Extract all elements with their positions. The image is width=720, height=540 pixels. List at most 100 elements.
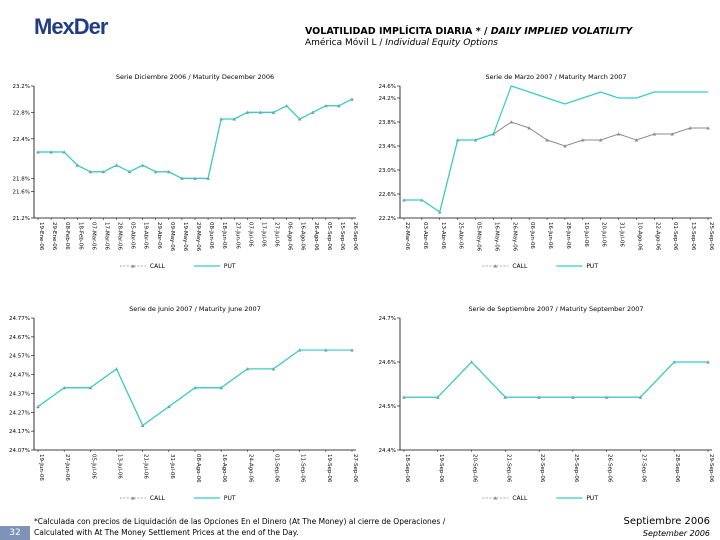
x-tick-label: 07-Mar-06 [90, 222, 96, 250]
x-tick-label: 27-Sep-06 [640, 454, 646, 483]
x-tick-label: 18-Feb-06 [77, 222, 83, 250]
x-tick-label: 26-May-06 [511, 222, 517, 252]
x-tick-label: 22-Mar-06 [404, 222, 410, 250]
x-tick-label: 26-Sep-06 [352, 222, 358, 251]
x-tick-label: 21-Sep-06 [505, 454, 511, 483]
x-tick-label: 17-Mar-06 [103, 222, 109, 250]
chart-title: Serie de Junio 2007 / Maturity June 2007 [129, 305, 261, 313]
title-es: VOLATILIDAD IMPLÍCITA DIARIA * / [305, 26, 491, 37]
data-point-call [706, 126, 710, 130]
chart-june-2007: Serie de Junio 2007 / Maturity June 2007… [9, 305, 358, 502]
x-tick-label: 27-Sep-06 [352, 454, 358, 483]
y-tick-label: 24.77% [9, 316, 30, 322]
data-point-call [527, 126, 531, 130]
x-tick-label: 27-Jun-06 [64, 454, 70, 481]
x-tick-label: 19-May-06 [182, 222, 188, 252]
x-tick-label: 19-Sep-06 [438, 454, 444, 483]
x-tick-label: 13-Abr-06 [440, 222, 446, 250]
data-point-call [598, 138, 603, 142]
y-tick-label: 24.67% [9, 335, 30, 341]
subtitle-es: América Móvil L / [305, 38, 386, 48]
y-tick-label: 24.17% [9, 429, 30, 435]
x-tick-label: 31-Jul-06 [169, 454, 175, 479]
legend-call-label: CALL [512, 495, 528, 502]
x-tick-label: 28-Sep-06 [674, 454, 680, 483]
x-tick-label: 20-Jul-06 [601, 222, 607, 247]
y-tick-label: 24.2% [379, 96, 396, 102]
x-tick-label: 16-Ago-06 [300, 222, 306, 251]
x-tick-label: 03-Abr-06 [422, 222, 428, 250]
x-tick-label: 06-Ago-06 [287, 222, 293, 251]
y-tick-label: 22.4% [13, 137, 30, 143]
x-tick-label: 27-Jun-06 [234, 222, 240, 249]
x-tick-label: 19-Jun-06 [38, 454, 44, 481]
x-tick-label: 26-Sep-06 [607, 454, 613, 483]
x-tick-label: 19-Abr-06 [143, 222, 149, 250]
x-tick-label: 22-Ago-06 [654, 222, 660, 251]
date-en: September 2006 [642, 529, 710, 538]
date-es: Septiembre 2006 [623, 516, 710, 527]
x-tick-label: 27-Jul-06 [274, 222, 280, 247]
legend-call-marker [130, 496, 135, 500]
page-subtitle: América Móvil L / Individual Equity Opti… [305, 38, 498, 48]
x-tick-label: 10-Jul-06 [583, 222, 589, 247]
legend-put-label: PUT [586, 495, 598, 502]
x-tick-label: 15-Sep-06 [339, 222, 345, 251]
x-tick-label: 13-Jul-06 [117, 454, 123, 479]
y-tick-label: 22.8% [13, 110, 30, 116]
y-tick-label: 24.4% [379, 448, 396, 454]
legend-call-label: CALL [150, 263, 166, 270]
legend-call-marker [493, 496, 498, 500]
x-tick-label: 05-Sep-06 [326, 222, 332, 251]
x-tick-label: 06-Jun-06 [529, 222, 535, 249]
y-tick-label: 24.7% [379, 316, 396, 322]
chart-title: Serie de Marzo 2007 / Maturity March 200… [485, 73, 626, 81]
x-tick-label: 17-Jul-06 [260, 222, 266, 247]
x-tick-label: 29-Ene-06 [51, 222, 57, 251]
legend-put-label: PUT [224, 263, 236, 270]
page-title: VOLATILIDAD IMPLÍCITA DIARIA * / DAILY I… [305, 26, 632, 37]
series-line-put [38, 98, 353, 180]
series-line-call [404, 361, 708, 398]
y-tick-label: 24.37% [9, 391, 30, 397]
x-tick-label: 16-May-06 [493, 222, 499, 252]
chart-title: Serie de Septiembre 2007 / Maturity Sept… [468, 305, 643, 313]
series-line-put [404, 361, 708, 398]
x-tick-label: 29-May-06 [195, 222, 201, 252]
x-tick-label: 24-Ago-06 [247, 454, 253, 483]
footer-note-line1: *Calculada con precios de Liquidación de… [34, 517, 446, 526]
legend-call-marker [493, 264, 498, 268]
legend-call-label: CALL [150, 495, 166, 502]
x-tick-label: 25-Abr-06 [458, 222, 464, 250]
x-tick-label: 01-Sep-06 [274, 454, 280, 483]
x-tick-label: 08-Ago-06 [195, 454, 201, 483]
x-tick-label: 09-May-06 [169, 222, 175, 252]
legend-call-marker [130, 264, 135, 268]
y-tick-label: 24.57% [9, 354, 30, 360]
x-tick-label: 10-Ago-06 [636, 222, 642, 251]
legend-put-label: PUT [224, 495, 236, 502]
series-line-put [404, 85, 708, 213]
data-point-call [670, 132, 675, 136]
x-tick-label: 26-Ago-06 [313, 222, 319, 251]
x-tick-label: 18-Jun-06 [221, 222, 227, 249]
chart-december-2006: Serie Diciembre 2006 / Maturity December… [13, 73, 358, 270]
data-point-call [509, 120, 514, 124]
x-tick-label: 31-Jul-06 [619, 222, 625, 247]
footer-note: *Calculada con precios de Liquidación de… [34, 516, 445, 538]
data-point-call [688, 126, 692, 130]
y-tick-label: 23.2% [13, 84, 30, 90]
y-tick-label: 23.4% [379, 144, 396, 150]
x-tick-label: 16-Ago-06 [221, 454, 227, 483]
data-point-call [616, 132, 621, 136]
title-en: DAILY IMPLIED VOLATILITY [490, 26, 633, 37]
y-tick-label: 24.07% [9, 448, 30, 454]
footer-note-line2: Calculated with At The Money Settlement … [34, 528, 299, 537]
chart-march-2007: Serie de Marzo 2007 / Maturity March 200… [379, 73, 714, 270]
x-tick-label: 21-Jul-06 [143, 454, 149, 479]
x-tick-label: 05-Abr-06 [130, 222, 136, 250]
x-tick-label: 01-Sep-06 [672, 222, 678, 251]
x-tick-label: 29-Sep-06 [708, 454, 714, 483]
y-tick-label: 24.27% [9, 410, 30, 416]
x-tick-label: 25-Sep-06 [573, 454, 579, 483]
